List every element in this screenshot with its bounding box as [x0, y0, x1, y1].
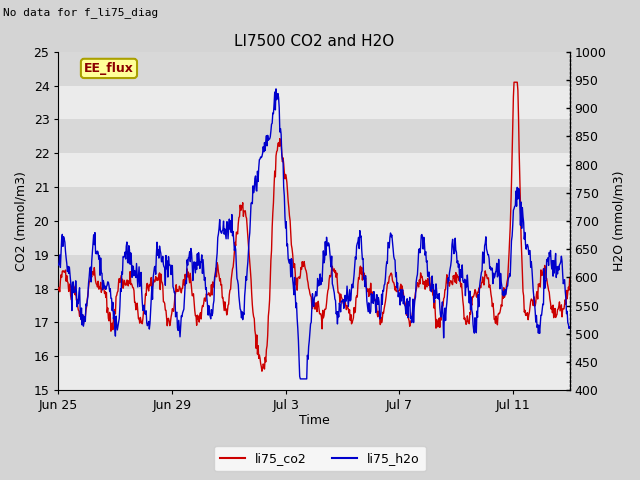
Bar	[58, 120, 570, 153]
Bar	[58, 52, 570, 85]
li75_h2o	[272, 86, 280, 92]
li75_h2o	[296, 376, 304, 382]
li75_co2	[510, 79, 518, 85]
li75_co2	[86, 278, 93, 284]
Line: li75_h2o: li75_h2o	[58, 89, 570, 379]
Bar	[58, 255, 570, 288]
Bar	[58, 187, 570, 221]
Title: LI7500 CO2 and H2O: LI7500 CO2 and H2O	[234, 34, 394, 49]
li75_co2	[495, 311, 503, 317]
li75_h2o	[353, 243, 360, 249]
li75_co2	[54, 287, 62, 293]
Y-axis label: H2O (mmol/m3): H2O (mmol/m3)	[612, 171, 625, 271]
li75_co2	[258, 368, 266, 374]
Line: li75_co2: li75_co2	[58, 82, 570, 371]
li75_co2	[566, 275, 573, 281]
Bar	[58, 85, 570, 120]
li75_h2o	[381, 275, 389, 281]
Legend: li75_co2, li75_h2o: li75_co2, li75_h2o	[214, 446, 426, 471]
li75_h2o	[366, 311, 374, 316]
Bar	[58, 221, 570, 255]
Y-axis label: CO2 (mmol/m3): CO2 (mmol/m3)	[15, 171, 28, 271]
li75_h2o	[54, 262, 62, 268]
li75_h2o	[566, 324, 573, 330]
Bar	[58, 356, 570, 390]
Text: EE_flux: EE_flux	[84, 62, 134, 75]
li75_co2	[443, 272, 451, 277]
li75_co2	[381, 302, 388, 308]
Text: No data for f_li75_diag: No data for f_li75_diag	[3, 7, 159, 18]
li75_co2	[365, 286, 373, 292]
X-axis label: Time: Time	[299, 414, 330, 427]
li75_h2o	[86, 266, 93, 272]
Bar	[58, 153, 570, 187]
li75_h2o	[496, 286, 504, 292]
li75_co2	[352, 295, 360, 301]
Bar	[58, 323, 570, 356]
Bar	[58, 288, 570, 323]
li75_h2o	[444, 291, 451, 297]
